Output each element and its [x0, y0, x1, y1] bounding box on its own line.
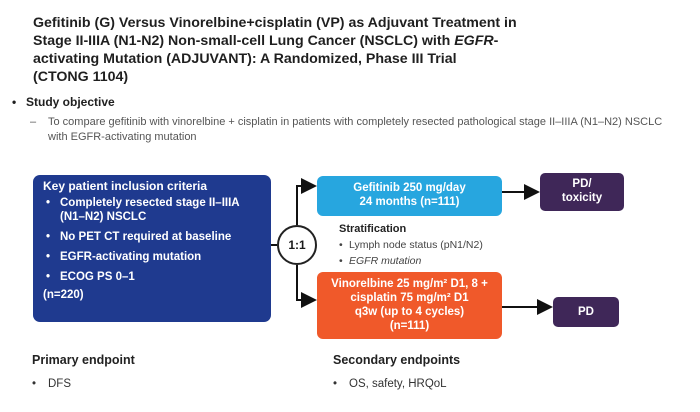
- study-objective-heading: • Study objective: [12, 95, 115, 109]
- vp-arm-line-3: q3w (up to 4 cycles): [354, 306, 465, 318]
- secondary-endpoints-heading: Secondary endpoints: [333, 353, 461, 367]
- title-line-1: Gefitinib (G) Versus Vinorelbine+cisplat…: [33, 15, 517, 31]
- lower-branch-connector: [296, 265, 317, 308]
- stratification-item-lymph-node: • Lymph node status (pN1/N2): [339, 239, 483, 252]
- gefitinib-arm-line-1: Gefitinib 250 mg/day: [353, 182, 466, 194]
- primary-endpoint-heading: Primary endpoint: [32, 353, 135, 367]
- study-objective-text: – To compare gefitinib with vinorelbine …: [30, 115, 680, 143]
- stratification-item-text: Lymph node status (pN1/N2): [349, 239, 483, 251]
- slide-title: Gefitinib (G) Versus Vinorelbine+cisplat…: [33, 14, 593, 86]
- bullet-icon: •: [339, 239, 343, 251]
- pd-toxicity-outcome-box: PD/ toxicity: [540, 173, 624, 211]
- study-objective-body: To compare gefitinib with vinorelbine + …: [48, 116, 663, 143]
- secondary-endpoints-item: • OS, safety, HRQoL: [333, 378, 447, 390]
- title-line-2-text: Stage II-IIIA (N1-N2) Non-small-cell Lun…: [33, 33, 451, 49]
- bullet-icon: •: [339, 255, 343, 267]
- bullet-icon: •: [333, 378, 338, 390]
- primary-endpoint-item: • DFS: [32, 378, 71, 390]
- title-line-2-end: -: [493, 33, 499, 49]
- title-line-3: activating Mutation (ADJUVANT): A Random…: [33, 51, 457, 67]
- title-line-4: (CTONG 1104): [33, 69, 129, 85]
- gefitinib-arm-box: Gefitinib 250 mg/day 24 months (n=111): [317, 176, 502, 216]
- vp-arm-line-4: (n=111): [389, 320, 430, 332]
- list-item: ECOG PS 0–1: [43, 270, 261, 284]
- inclusion-criteria-heading: Key patient inclusion criteria: [43, 179, 208, 193]
- vinorelbine-cisplatin-arm-box: Vinorelbine 25 mg/m² D1, 8 + cisplatin 7…: [317, 272, 502, 339]
- list-item: EGFR-activating mutation: [43, 250, 261, 264]
- stratification-item-text: EGFR mutation: [349, 255, 422, 267]
- pd-toxicity-line-1: PD/: [572, 178, 592, 190]
- bullet-icon: •: [12, 95, 17, 109]
- bullet-icon: •: [32, 378, 37, 390]
- pd-toxicity-line-2: toxicity: [561, 192, 603, 204]
- randomization-ratio-circle: 1:1: [277, 225, 317, 265]
- list-item: No PET CT required at baseline: [43, 230, 261, 244]
- inclusion-criteria-box: Key patient inclusion criteria Completel…: [33, 175, 271, 322]
- gefitinib-arm-line-2: 24 months (n=111): [359, 196, 460, 208]
- title-line-2-italic: EGFR: [454, 33, 494, 49]
- study-objective-label: Study objective: [26, 95, 115, 109]
- vp-arm-line-1: Vinorelbine 25 mg/m² D1, 8 +: [331, 278, 488, 290]
- upper-branch-connector: [296, 178, 317, 225]
- primary-endpoint-value: DFS: [48, 378, 71, 390]
- title-line-2: Stage II-IIIA (N1-N2) Non-small-cell Lun…: [33, 32, 593, 50]
- stratification-heading: Stratification: [339, 223, 407, 235]
- pd-outcome-box: PD: [553, 297, 619, 327]
- list-item: Completely resected stage II–IIIA (N1–N2…: [43, 196, 261, 224]
- dash-icon: –: [30, 116, 37, 128]
- inclusion-criteria-list: Completely resected stage II–IIIA (N1–N2…: [43, 196, 261, 284]
- stratification-item-egfr: • EGFR mutation: [339, 255, 421, 268]
- vp-arm-line-2: cisplatin 75 mg/m² D1: [350, 292, 469, 304]
- inclusion-sample-size: (n=220): [43, 289, 84, 301]
- secondary-endpoints-value: OS, safety, HRQoL: [349, 378, 447, 390]
